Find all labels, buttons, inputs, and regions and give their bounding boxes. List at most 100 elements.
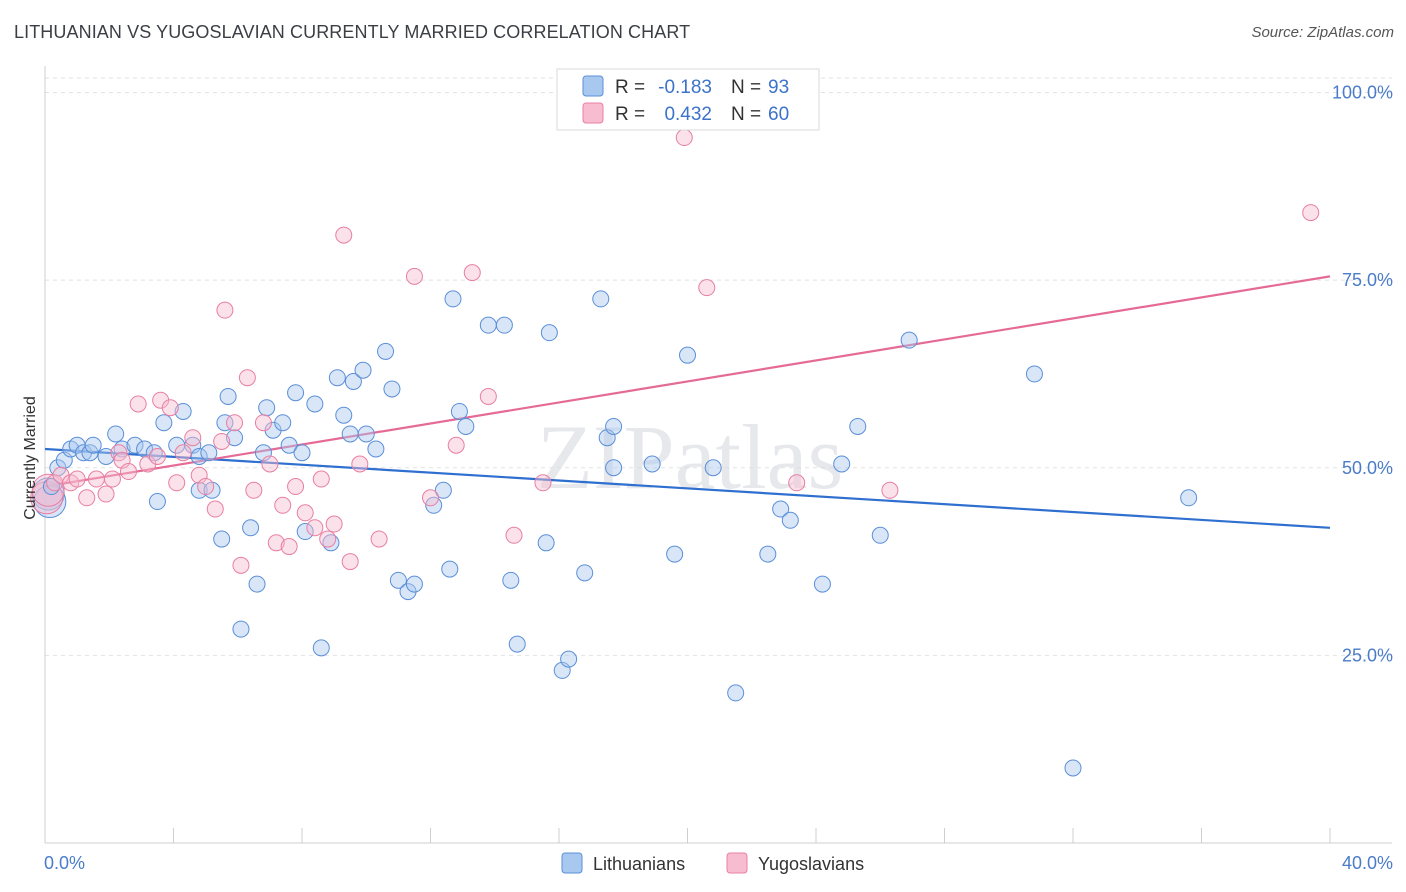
data-point: [312, 470, 330, 488]
data-point: [78, 489, 96, 507]
data-point: [335, 226, 353, 244]
data-point: [643, 455, 661, 473]
data-point: [126, 436, 144, 454]
tick-labels: 25.0% 50.0% 75.0% 100.0% 0.0% 40.0%: [44, 83, 1393, 873]
y-tick-label: 50.0%: [1342, 458, 1393, 478]
scatter-points: [30, 129, 1320, 777]
data-point: [293, 444, 311, 462]
data-point: [666, 545, 684, 563]
data-point: [727, 684, 745, 702]
data-point: [405, 575, 423, 593]
data-point: [849, 417, 867, 435]
data-point: [344, 372, 362, 390]
trend-lines: [44, 275, 1331, 529]
axes: [44, 66, 1392, 844]
data-point: [148, 448, 166, 465]
data-point: [871, 526, 889, 544]
data-point: [341, 425, 359, 443]
legend-n-label: N =: [731, 104, 761, 125]
data-point: [232, 620, 250, 638]
trend-line: [44, 447, 1331, 529]
data-point: [1064, 759, 1082, 777]
data-point: [759, 545, 777, 563]
data-point: [226, 414, 244, 432]
data-point: [238, 369, 256, 387]
data-point: [97, 485, 115, 503]
bottom-legend-swatch: [726, 852, 748, 874]
data-point: [216, 414, 234, 432]
data-point: [444, 290, 462, 308]
bottom-legend: Lithuanians Yugoslavians: [561, 852, 864, 874]
data-point: [296, 504, 314, 522]
chart-title: LITHUANIAN VS YUGOSLAVIAN CURRENTLY MARR…: [14, 22, 691, 42]
data-point: [781, 511, 799, 529]
data-point: [377, 342, 395, 360]
data-point: [335, 406, 353, 424]
data-point: [479, 387, 497, 405]
data-point: [900, 331, 918, 349]
data-point: [155, 414, 173, 432]
data-point: [213, 432, 231, 450]
trend-line: [44, 275, 1331, 488]
data-point: [306, 395, 324, 413]
data-point: [679, 346, 696, 364]
data-point: [242, 519, 260, 537]
y-tick-label: 100.0%: [1332, 83, 1393, 103]
data-point: [312, 639, 330, 657]
data-point: [508, 635, 526, 653]
data-point: [788, 474, 806, 492]
legend: R = -0.183 N = 93 R = 0.432 N = 60: [556, 68, 820, 131]
data-point: [881, 481, 899, 499]
data-point: [813, 575, 831, 593]
data-point: [319, 530, 337, 548]
data-point: [447, 436, 465, 454]
data-point: [280, 538, 298, 556]
data-point: [540, 324, 558, 342]
y-axis-label: Currently Married: [22, 396, 39, 520]
data-point: [261, 455, 279, 473]
data-point: [1180, 489, 1198, 507]
data-point: [254, 414, 272, 432]
data-point: [576, 564, 594, 582]
legend-r-value: -0.183: [658, 77, 712, 98]
legend-r-label: R =: [615, 77, 645, 98]
data-point: [161, 399, 179, 417]
data-point: [168, 474, 186, 492]
data-point: [351, 455, 369, 473]
data-point: [441, 560, 459, 578]
bottom-legend-label: Yugoslavians: [758, 854, 864, 874]
data-point: [103, 470, 121, 488]
data-point: [537, 534, 555, 552]
legend-n-value: 93: [768, 77, 789, 98]
data-point: [457, 417, 475, 435]
data-point: [174, 402, 192, 420]
data-point: [605, 459, 623, 477]
data-point: [216, 301, 234, 319]
source-label: Source: ZipAtlas.com: [1251, 24, 1394, 41]
data-point: [206, 500, 224, 518]
data-point: [534, 474, 552, 492]
data-point: [772, 500, 790, 518]
data-point: [87, 470, 105, 488]
data-point: [200, 444, 218, 462]
data-point: [280, 436, 298, 454]
data-point: [605, 417, 623, 435]
data-point: [463, 264, 481, 282]
legend-n-value: 60: [768, 104, 789, 125]
data-point: [479, 316, 497, 334]
data-point: [287, 478, 305, 496]
watermark: ZIPatlas: [537, 406, 844, 508]
data-point: [341, 553, 359, 571]
x-tick-label: 0.0%: [44, 853, 85, 873]
data-point: [97, 448, 115, 465]
data-point: [450, 402, 468, 420]
data-point: [1025, 365, 1043, 383]
data-point: [560, 650, 578, 668]
data-point: [592, 290, 610, 308]
data-point: [354, 361, 372, 379]
data-point: [833, 455, 851, 473]
data-point: [675, 129, 693, 147]
data-point: [197, 478, 215, 496]
data-point: [1302, 204, 1320, 222]
